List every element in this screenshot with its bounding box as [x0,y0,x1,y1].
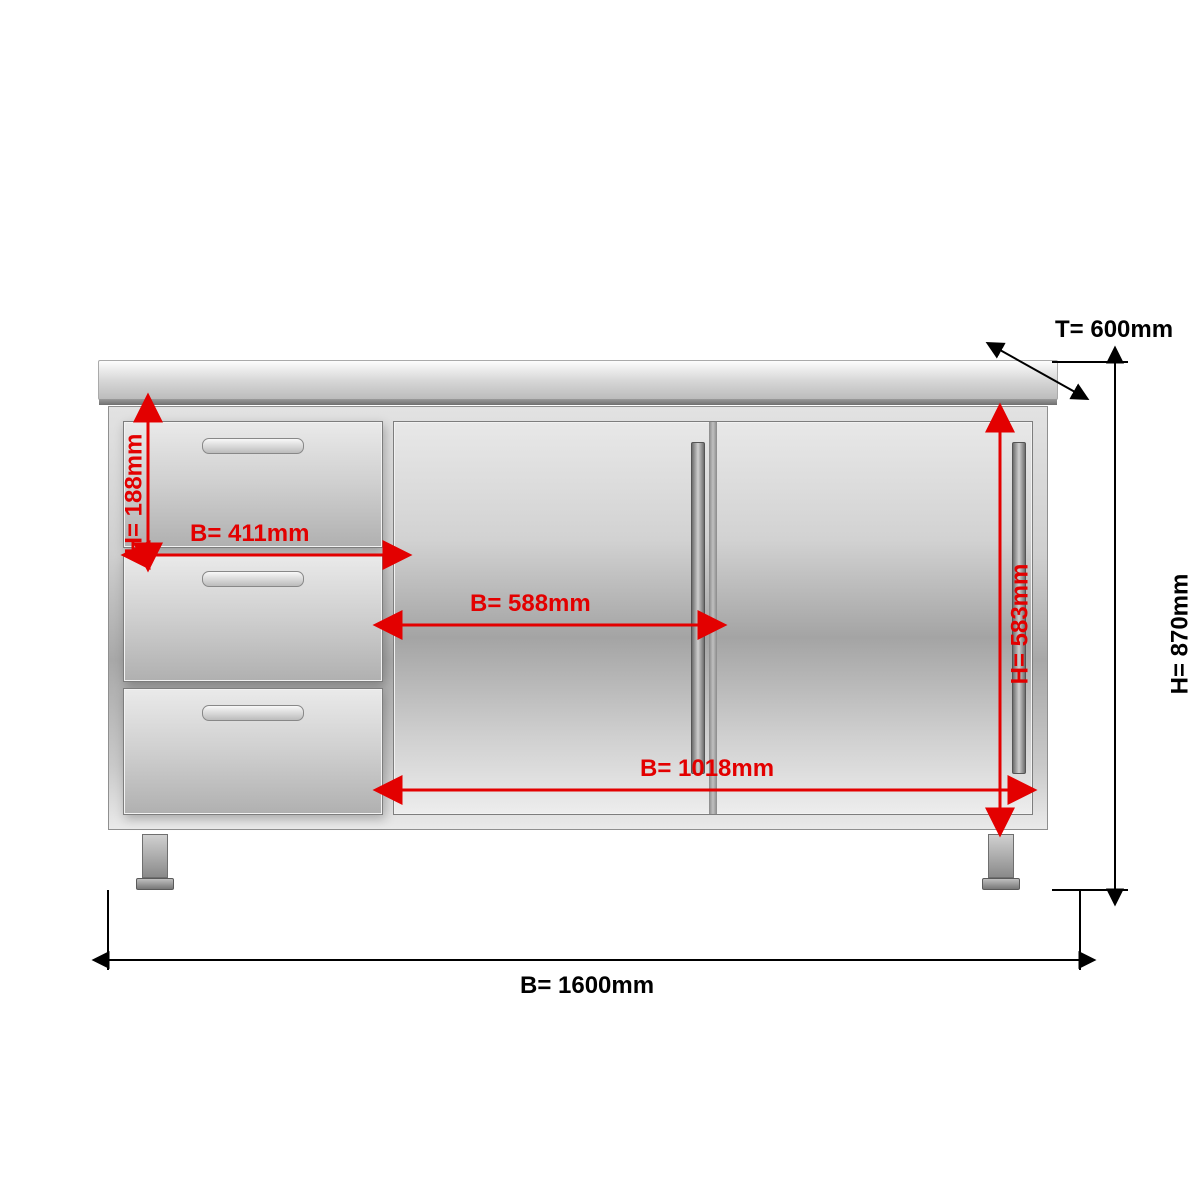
leg-left [136,834,174,890]
cabinet [108,360,1048,890]
cabinet-body [108,406,1048,830]
label-doors-total-width: B= 1018mm [640,755,774,783]
drawer-3 [123,688,383,815]
label-overall-width: B= 1600mm [520,972,654,1000]
label-drawer-height: H= 188mm [120,434,148,555]
diagram-stage: B= 1600mm H= 870mm T= 600mm H= 188mm B= … [0,0,1200,1201]
label-drawer-width: B= 411mm [190,520,309,548]
drawer-2 [123,554,383,681]
drawer-column [123,421,383,815]
label-overall-depth: T= 600mm [1055,316,1173,344]
label-door-width: B= 588mm [470,590,591,618]
leg-right [982,834,1020,890]
door-handle-left [691,442,705,774]
cabinet-worktop [98,360,1058,400]
label-door-height: H= 583mm [1006,564,1034,685]
label-overall-height: H= 870mm [1166,574,1194,695]
